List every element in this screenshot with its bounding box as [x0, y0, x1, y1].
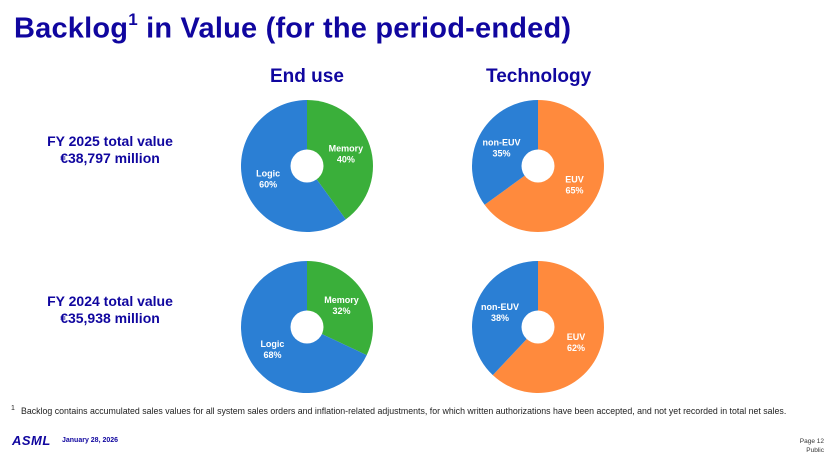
footnote-text: Backlog contains accumulated sales value… — [21, 406, 787, 416]
row-label-fy2024: FY 2024 total value €35,938 million — [30, 293, 190, 327]
classification-label: Public — [806, 447, 824, 454]
pie-slice-label: Logic 60% — [256, 169, 280, 190]
pie-slice-label: Memory 40% — [329, 143, 364, 164]
pie-slice-label: Memory 32% — [324, 295, 359, 316]
pie-center-hole — [521, 310, 555, 344]
asml-logo: ASML — [12, 433, 51, 448]
pie-technology-fy2024: EUV 62% non-EUV 38% — [472, 261, 604, 393]
pie-center-hole — [290, 310, 324, 344]
page-title: Backlog1 in Value (for the period-ended) — [14, 10, 572, 45]
page-number-block: Page 12 Public — [800, 437, 824, 455]
footer-date: January 28, 2026 — [62, 437, 119, 444]
row-label-value: €35,938 million — [60, 310, 160, 326]
column-header-end-use: End use — [270, 66, 344, 87]
row-label-line: FY 2025 total value — [47, 133, 173, 149]
footnote-mark: 1 — [11, 405, 15, 412]
footnote: 1 Backlog contains accumulated sales val… — [11, 405, 821, 416]
pie-slice-label: EUV 62% — [567, 332, 586, 353]
pie-slice-non-euv — [472, 261, 538, 376]
page-number: Page 12 — [799, 438, 824, 445]
pie-slice-label: EUV 65% — [565, 175, 584, 196]
pie-center-hole — [290, 149, 324, 183]
row-label-fy2025: FY 2025 total value €38,797 million — [30, 133, 190, 167]
pie-center-hole — [521, 149, 555, 183]
pie-end-use-fy2024: Memory 32% Logic 68% — [241, 261, 373, 393]
pie-slice-memory — [307, 100, 373, 220]
pie-slice-label: non-EUV 38% — [481, 302, 519, 323]
pie-slice-label: non-EUV 35% — [483, 137, 521, 158]
pie-slice-memory — [307, 261, 373, 356]
row-label-value: €38,797 million — [60, 150, 160, 166]
column-header-technology: Technology — [486, 66, 592, 87]
pie-slice-label: Logic 68% — [260, 339, 284, 360]
pie-slice-non-euv — [472, 100, 538, 205]
pie-end-use-fy2025: Memory 40% Logic 60% — [241, 100, 373, 232]
pie-technology-fy2025: EUV 65% non-EUV 35% — [472, 100, 604, 232]
row-label-line: FY 2024 total value — [47, 293, 173, 309]
